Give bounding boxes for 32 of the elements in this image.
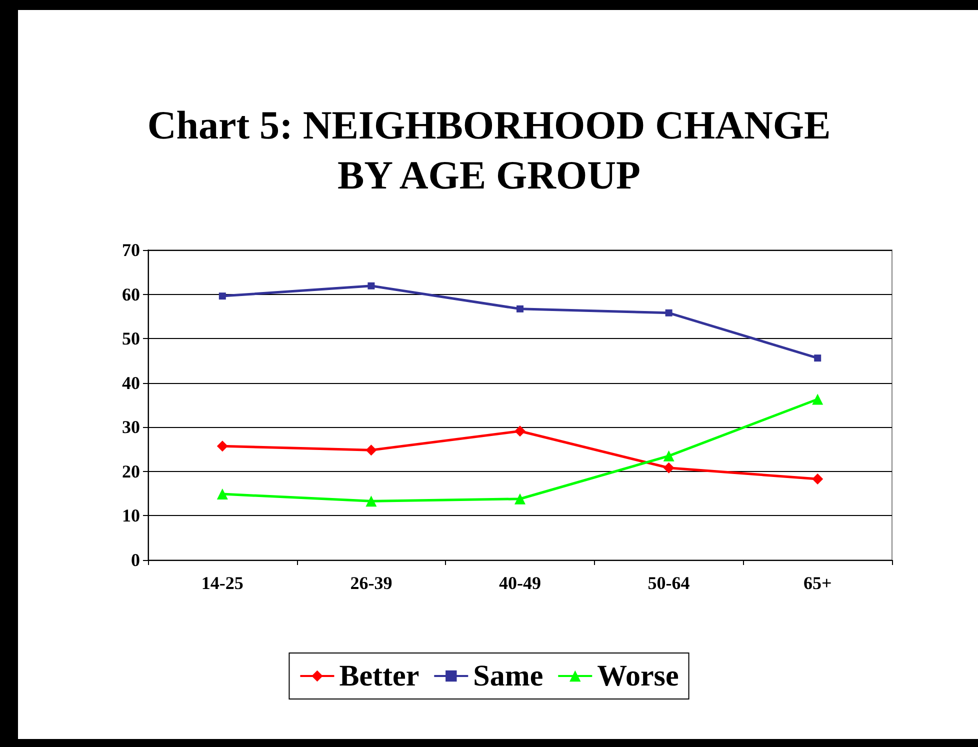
point — [663, 462, 674, 474]
legend-label: Better — [339, 660, 420, 692]
point — [814, 354, 822, 362]
point — [812, 473, 824, 484]
point — [366, 444, 377, 456]
point — [366, 496, 377, 507]
y-tick-label: 60 — [122, 284, 140, 304]
legend-label: Same — [473, 660, 544, 692]
x-tick-label: 40-49 — [499, 573, 541, 593]
x-tick-label: 65+ — [803, 573, 832, 593]
point — [368, 282, 375, 290]
point — [516, 305, 524, 312]
y-tick-label: 10 — [122, 506, 140, 526]
y-tick-label: 50 — [122, 328, 140, 349]
point — [663, 450, 674, 462]
point — [216, 440, 228, 452]
y-tick-label: 20 — [122, 461, 140, 482]
legend-label: Worse — [597, 660, 679, 692]
x-tick-label: 50-64 — [648, 573, 690, 593]
chart-title: Chart 5: NEIGHBORHOOD CHANGE BY AGE GROUP — [147, 102, 831, 198]
point — [514, 493, 526, 504]
x-tick-label: 14-25 — [201, 573, 244, 593]
point — [218, 292, 226, 300]
point — [216, 488, 228, 500]
point — [812, 394, 824, 405]
y-tick-label: 0 — [131, 550, 140, 570]
point — [665, 309, 672, 316]
y-tick-label: 30 — [122, 417, 140, 438]
y-tick-label: 70 — [122, 240, 140, 260]
y-tick-label: 40 — [122, 372, 140, 393]
point — [514, 426, 526, 437]
x-tick-label: 26-39 — [350, 573, 392, 593]
